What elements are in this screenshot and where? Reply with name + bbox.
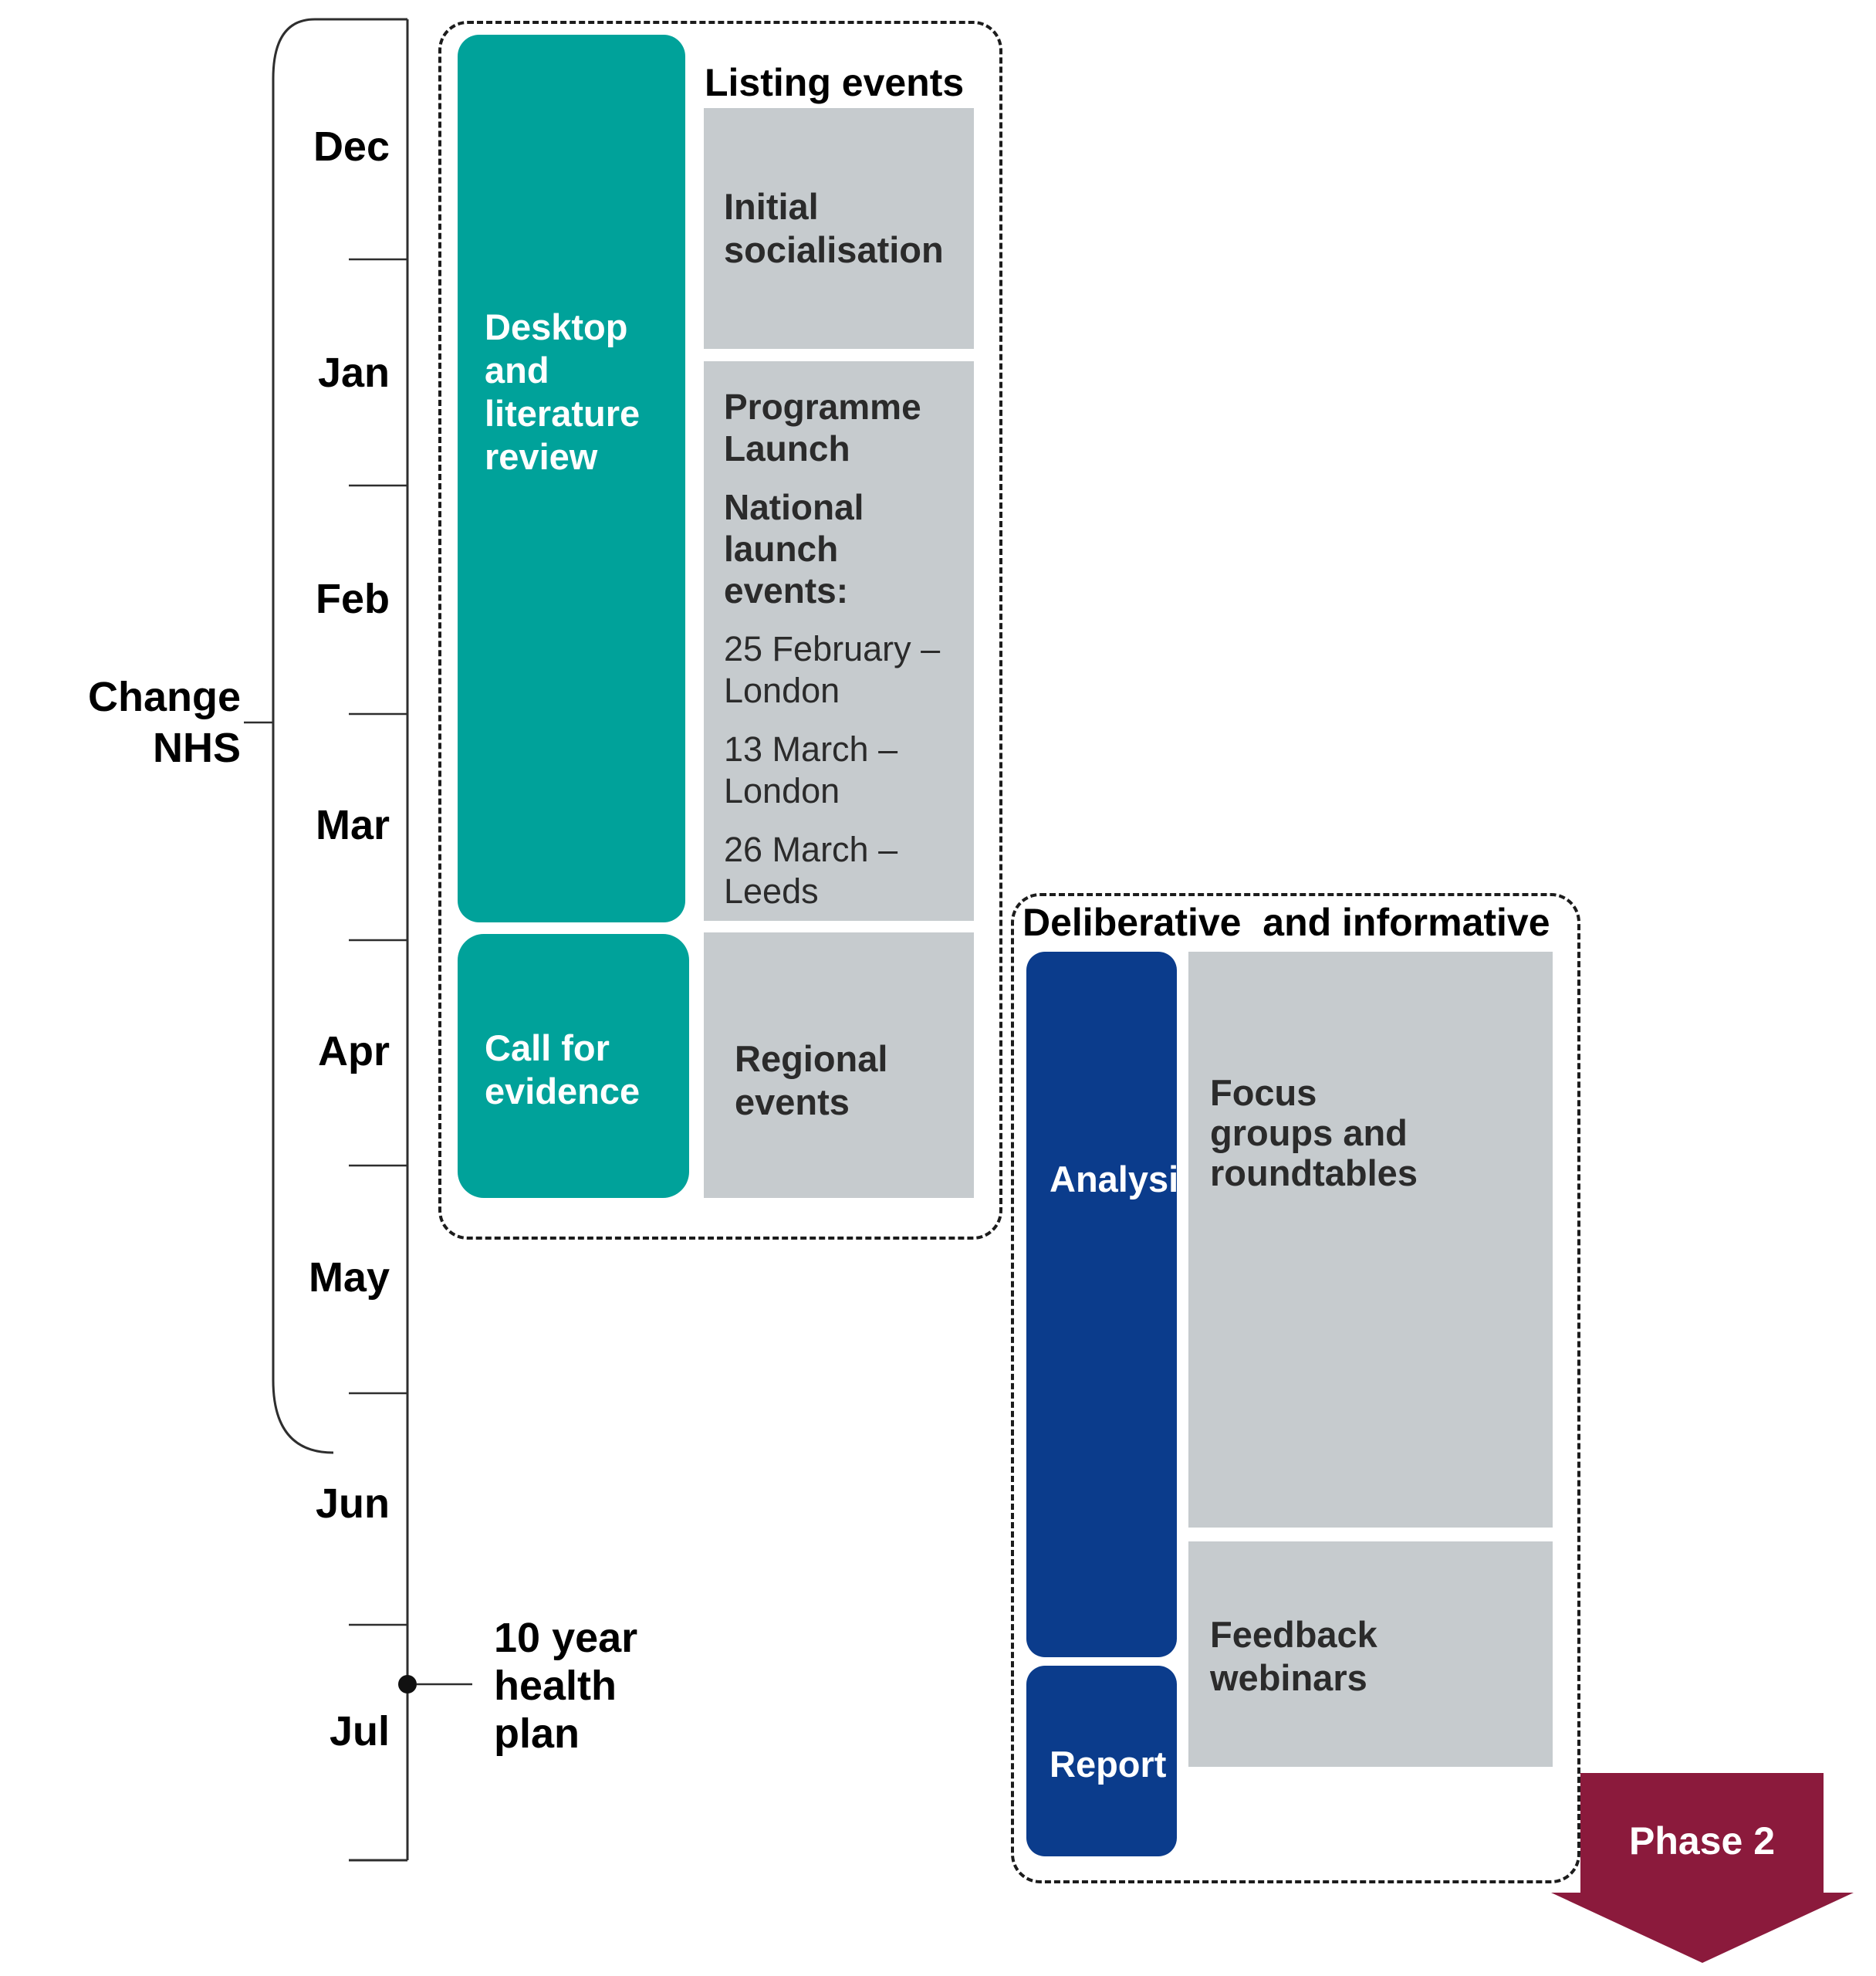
phase2-label: Phase 2 — [1628, 1819, 1775, 1863]
desktop-literature-review-box: Desktop and literature review — [458, 35, 685, 922]
focus-groups-box: Focus groups and roundtables — [1188, 952, 1553, 1528]
launch-event-2: 13 March – London — [724, 729, 898, 810]
launch-event-1: 25 February – London — [724, 629, 941, 710]
month-label-apr: Apr — [318, 1028, 390, 1074]
month-label-jul: Jul — [329, 1708, 390, 1754]
change-nhs-bracket — [272, 18, 334, 1454]
month-label-feb: Feb — [315, 576, 390, 622]
month-label-may: May — [308, 1254, 390, 1301]
call-for-evidence-box: Call for evidence — [458, 934, 689, 1198]
feedback-webinars-box: Feedback webinars — [1188, 1541, 1553, 1767]
focus-groups-label: Focus groups and roundtables — [1210, 1072, 1418, 1193]
month-label-mar: Mar — [315, 802, 390, 848]
launch-event-3: 26 March – Leeds — [724, 830, 898, 911]
month-label-dec: Dec — [313, 124, 390, 170]
programme-launch-heading: Programme Launch — [724, 387, 921, 469]
programme-launch-box: Programme Launch National launch events:… — [704, 361, 974, 921]
regional-events-box: Regional events — [704, 932, 974, 1198]
analysis-box: Analysis — [1026, 952, 1198, 1657]
phase2-arrow — [1551, 1773, 1854, 1963]
deliberative-informative-title: Deliberative and informative — [1023, 901, 1550, 944]
listing-events-title: Listing events — [705, 61, 965, 104]
initial-socialisation-label: Initial socialisation — [724, 186, 944, 270]
month-label-jan: Jan — [317, 350, 390, 396]
regional-events-label: Regional events — [735, 1038, 888, 1122]
milestone-dot — [398, 1675, 417, 1693]
report-label: Report — [1050, 1744, 1167, 1785]
national-launch-subheading: National launch events: — [724, 487, 864, 611]
call-for-evidence-label: Call for evidence — [485, 1027, 641, 1112]
month-label-jun: Jun — [315, 1480, 390, 1527]
change-nhs-label: Change NHS — [87, 674, 241, 771]
report-box: Report — [1026, 1666, 1177, 1856]
programme-launch-content: Programme Launch National launch events:… — [724, 386, 963, 929]
listing-events-group — [438, 21, 1002, 1240]
ten-year-health-plan-label: 10 year health plan — [494, 1615, 638, 1757]
initial-socialisation-box: Initial socialisation — [704, 108, 974, 349]
deliberative-informative-group — [1011, 893, 1580, 1883]
feedback-webinars-label: Feedback webinars — [1210, 1614, 1377, 1698]
desktop-literature-review-label: Desktop and literature review — [485, 306, 641, 477]
analysis-label: Analysis — [1050, 1159, 1199, 1199]
